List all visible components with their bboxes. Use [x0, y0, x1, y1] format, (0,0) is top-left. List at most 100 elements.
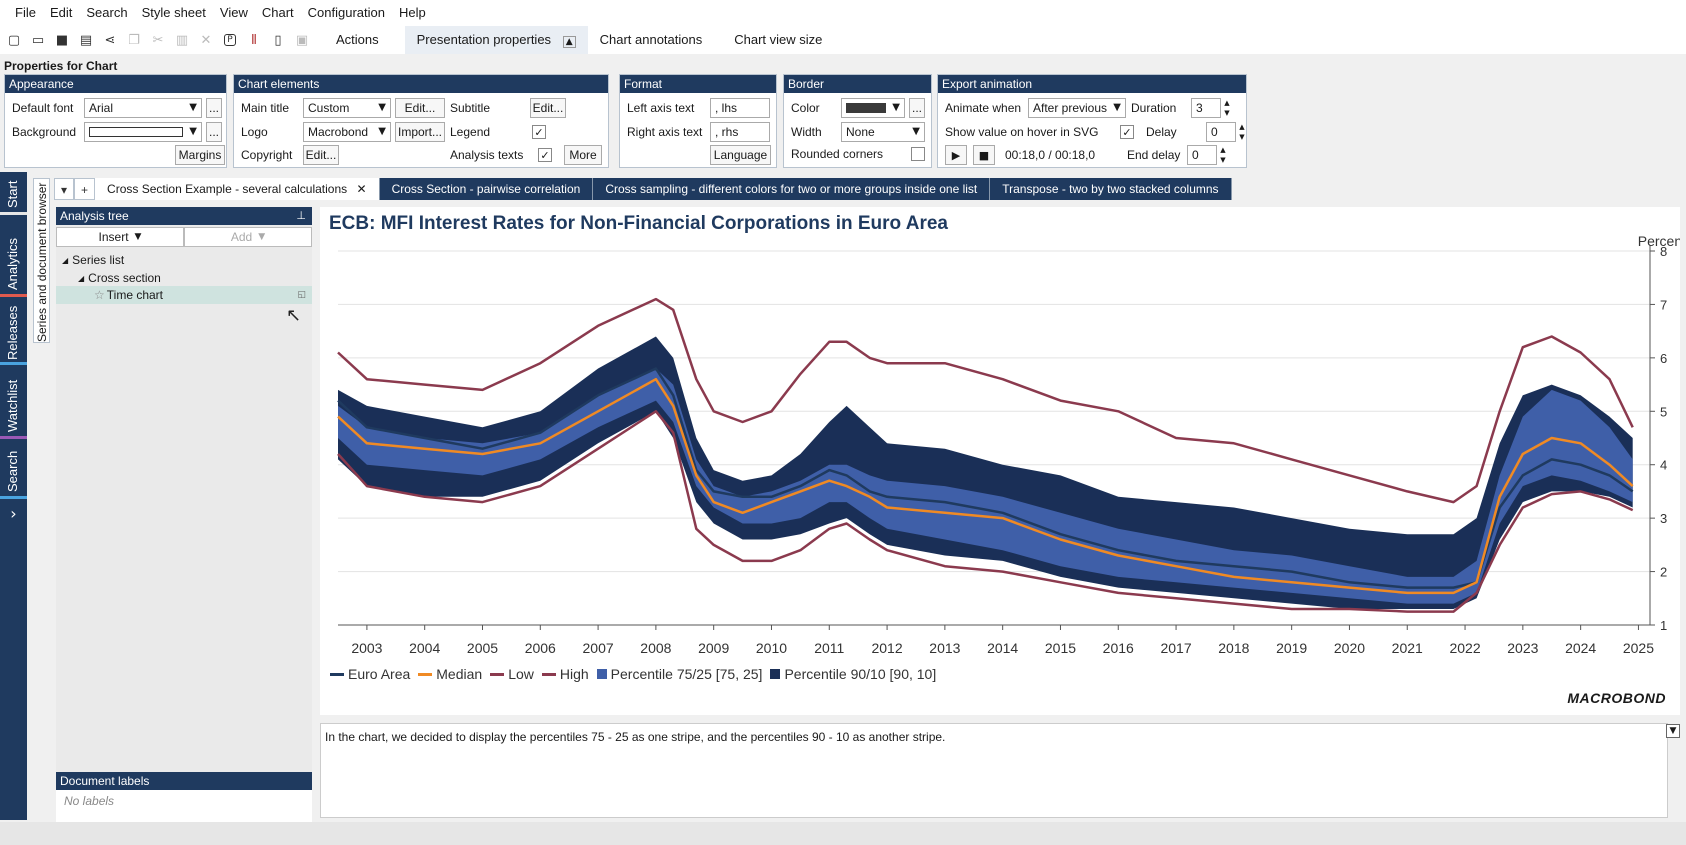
save-icon[interactable]: ■	[55, 32, 69, 48]
note-icon[interactable]: ▣	[295, 32, 309, 48]
x-tick-label: 2013	[929, 640, 960, 656]
expand-icon[interactable]: ◢	[78, 273, 85, 283]
doc-tab-active[interactable]: Cross Section Example - several calculat…	[95, 178, 380, 200]
main-title-select[interactable]: Custom ▼	[303, 98, 391, 118]
background-select[interactable]: ▼	[84, 122, 202, 142]
tab-chart-annotations[interactable]: Chart annotations	[599, 32, 703, 47]
collapse-icon[interactable]: ▲	[562, 36, 576, 48]
default-font-more-button[interactable]: ...	[206, 98, 222, 118]
menu-edit[interactable]: Edit	[49, 5, 73, 20]
menu-file[interactable]: File	[15, 5, 36, 20]
background-more-button[interactable]: ...	[206, 122, 222, 142]
open-folder-icon[interactable]: ▭	[31, 32, 45, 48]
menu-configuration[interactable]: Configuration	[307, 5, 385, 20]
more-button[interactable]: More	[564, 145, 602, 165]
doc-tab[interactable]: Cross sampling - different colors for tw…	[593, 178, 991, 200]
vtab-watchlist[interactable]: Watchlist	[0, 366, 27, 439]
add-button[interactable]: Add ▼	[184, 227, 312, 247]
menu-help[interactable]: Help	[398, 5, 426, 20]
tree-node-series-list[interactable]: ◢ Series list	[62, 253, 124, 267]
vtab-search[interactable]: Search	[0, 440, 27, 499]
copy-icon[interactable]: ❐	[128, 32, 140, 48]
expand-icon[interactable]: ◢	[62, 255, 69, 265]
logo-select[interactable]: Macrobond ▼	[303, 122, 391, 142]
presentation-icon[interactable]: P	[220, 30, 240, 50]
legend-label: Low	[508, 666, 534, 682]
tab-list-dropdown[interactable]: ▾	[54, 178, 75, 200]
right-axis-text-input[interactable]: , rhs	[710, 122, 770, 142]
menu-view[interactable]: View	[219, 5, 248, 20]
language-button[interactable]: Language	[710, 145, 771, 165]
animate-when-select[interactable]: After previous ▼	[1028, 98, 1126, 118]
tab-presentation-properties[interactable]: Presentation properties ▲	[404, 26, 588, 54]
delay-spinner[interactable]: ▲ ▼	[1239, 123, 1245, 141]
border-color-label: Color	[791, 101, 820, 115]
euro-area-line	[337, 367, 1634, 589]
analysis-texts-checkbox[interactable]: ✓	[538, 148, 552, 162]
end-delay-input[interactable]: 0	[1187, 145, 1217, 165]
cut-icon[interactable]: ✂	[152, 32, 164, 48]
insert-button[interactable]: Insert ▼	[56, 227, 184, 247]
series-browser-toggle[interactable]: Series and document browser	[33, 178, 50, 343]
background-label: Background	[12, 125, 77, 139]
paste-icon[interactable]: ▥	[175, 32, 189, 48]
analysis-text-box[interactable]: In the chart, we decided to display the …	[320, 723, 1668, 818]
doc-tab[interactable]: Transpose - two by two stacked columns	[990, 178, 1232, 200]
menu-search[interactable]: Search	[86, 5, 128, 20]
new-document-icon[interactable]: ▢	[7, 32, 21, 48]
stop-icon[interactable]: ■	[973, 145, 995, 165]
delay-input[interactable]: 0	[1206, 122, 1236, 142]
close-icon[interactable]: ✕	[356, 182, 367, 196]
border-color-select[interactable]: ▼	[841, 98, 905, 118]
default-font-select[interactable]: Arial ▼	[84, 98, 202, 118]
right-axis-text-label: Right axis text	[627, 125, 703, 139]
duration-spinner[interactable]: ▲ ▼	[1224, 99, 1230, 117]
vtab-analytics[interactable]: Analytics	[0, 216, 27, 297]
x-tick-label: 2021	[1392, 640, 1423, 656]
border-width-select[interactable]: None ▼	[841, 122, 925, 142]
rounded-corners-checkbox[interactable]	[911, 147, 925, 161]
legend-checkbox[interactable]: ✓	[532, 125, 546, 139]
add-tab-button[interactable]: +	[74, 178, 96, 200]
menu-chart[interactable]: Chart	[261, 5, 294, 20]
series-icon[interactable]: ⫴	[251, 32, 257, 48]
tree-node-cross-section[interactable]: ◢ Cross section	[78, 271, 161, 285]
duration-input[interactable]: 3	[1191, 98, 1221, 118]
print-icon[interactable]: ▤	[79, 32, 93, 48]
no-labels-text: No labels	[64, 794, 115, 808]
doc-tab[interactable]: Cross Section - pairwise correlation	[379, 178, 594, 200]
hover-value-checkbox[interactable]: ✓	[1120, 125, 1134, 139]
vtab-analytics-label: Analytics	[5, 237, 20, 290]
menu-style-sheet[interactable]: Style sheet	[141, 5, 206, 20]
share-icon[interactable]: ⋖	[104, 32, 116, 48]
margins-button[interactable]: Margins	[175, 145, 225, 165]
chevron-down-icon: ▼	[912, 126, 920, 137]
delete-icon[interactable]: ✕	[200, 32, 212, 48]
tree-node-time-chart[interactable]: ☆ Time chart ◱	[56, 286, 312, 304]
vtab-start[interactable]: Start	[0, 172, 27, 215]
tab-chart-view-size[interactable]: Chart view size	[734, 32, 823, 47]
left-axis-text-input[interactable]: , lhs	[710, 98, 770, 118]
status-bar	[0, 822, 1686, 845]
x-tick-label: 2015	[1045, 640, 1076, 656]
copyright-edit-button[interactable]: Edit...	[303, 145, 339, 165]
vtab-releases[interactable]: Releases	[0, 298, 27, 365]
chevron-down-icon[interactable]: ▼	[1666, 724, 1680, 738]
logo-label: Logo	[241, 125, 268, 139]
star-icon[interactable]: ☆	[94, 288, 105, 302]
expand-icon[interactable]: ›	[10, 504, 17, 523]
end-delay-spinner[interactable]: ▲ ▼	[1220, 146, 1226, 164]
pin-icon[interactable]: ⊥	[296, 209, 306, 222]
document-labels-panel: Document labels No labels	[56, 772, 312, 822]
settings-icon[interactable]: ▯	[274, 32, 282, 48]
x-tick-label: 2025	[1623, 640, 1654, 656]
chevron-down-icon: ▼	[189, 126, 197, 137]
play-icon[interactable]: ▶	[945, 145, 967, 165]
tab-actions[interactable]: Actions	[336, 32, 379, 47]
logo-import-button[interactable]: Import...	[395, 122, 445, 142]
animate-when-value: After previous	[1033, 101, 1108, 115]
border-color-more-button[interactable]: ...	[909, 98, 925, 118]
main-title-edit-button[interactable]: Edit...	[395, 98, 445, 118]
subtitle-edit-button[interactable]: Edit...	[530, 98, 566, 118]
open-icon[interactable]: ◱	[297, 290, 306, 300]
